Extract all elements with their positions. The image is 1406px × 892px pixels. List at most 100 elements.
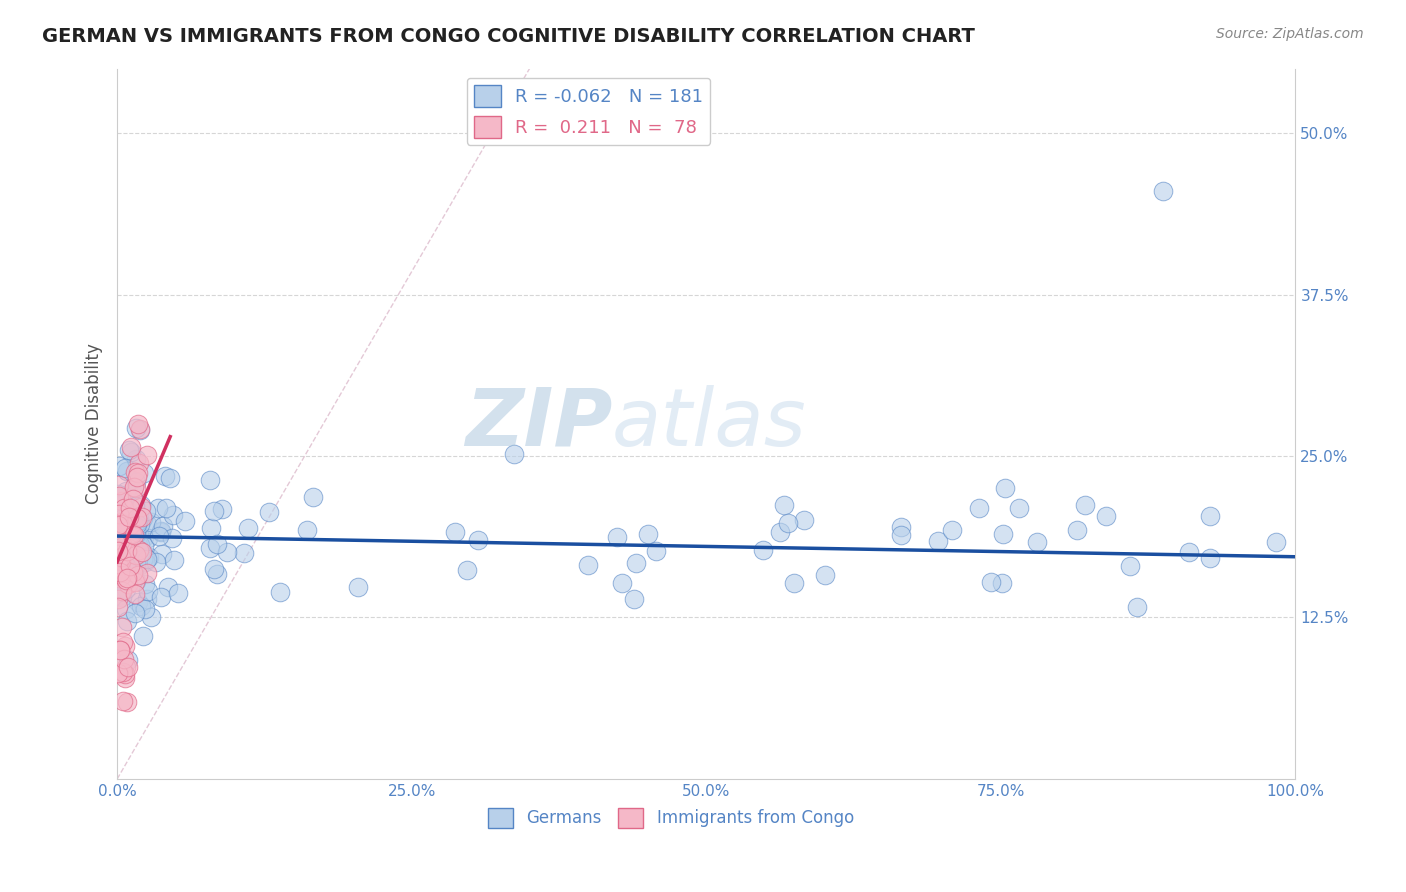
Point bbox=[111, 535, 134, 549]
Point bbox=[202, 562, 225, 576]
Point bbox=[118, 549, 141, 564]
Point bbox=[127, 539, 149, 553]
Point bbox=[120, 556, 142, 570]
Point bbox=[115, 614, 138, 628]
Point bbox=[148, 500, 170, 515]
Point bbox=[110, 515, 132, 529]
Point bbox=[112, 505, 135, 519]
Point bbox=[107, 517, 129, 532]
Point bbox=[110, 550, 132, 565]
Point bbox=[112, 541, 135, 555]
Text: Source: ZipAtlas.com: Source: ZipAtlas.com bbox=[1216, 27, 1364, 41]
Point bbox=[120, 502, 142, 516]
Point bbox=[772, 499, 794, 513]
Text: atlas: atlas bbox=[612, 384, 807, 463]
Point bbox=[200, 474, 222, 488]
Point bbox=[967, 501, 990, 516]
Point bbox=[117, 502, 139, 516]
Point bbox=[115, 695, 138, 709]
Point bbox=[174, 514, 197, 528]
Point bbox=[129, 599, 152, 613]
Point bbox=[117, 660, 139, 674]
Point bbox=[645, 544, 668, 558]
Point bbox=[135, 566, 157, 580]
Point bbox=[111, 493, 134, 508]
Point bbox=[1095, 508, 1118, 523]
Point bbox=[124, 606, 146, 620]
Point bbox=[115, 500, 138, 515]
Point bbox=[890, 528, 912, 542]
Point bbox=[121, 491, 143, 506]
Point bbox=[107, 490, 129, 504]
Point bbox=[122, 542, 145, 557]
Point bbox=[117, 545, 139, 559]
Point bbox=[117, 576, 139, 591]
Point bbox=[128, 542, 150, 557]
Point bbox=[134, 550, 156, 565]
Point bbox=[107, 571, 129, 585]
Text: GERMAN VS IMMIGRANTS FROM CONGO COGNITIVE DISABILITY CORRELATION CHART: GERMAN VS IMMIGRANTS FROM CONGO COGNITIV… bbox=[42, 27, 974, 45]
Point bbox=[110, 533, 132, 548]
Point bbox=[610, 576, 633, 591]
Point bbox=[125, 557, 148, 571]
Point bbox=[576, 558, 599, 573]
Point bbox=[110, 534, 132, 549]
Point bbox=[124, 499, 146, 513]
Point bbox=[127, 542, 149, 557]
Point bbox=[1152, 184, 1174, 198]
Point bbox=[134, 539, 156, 553]
Point bbox=[135, 448, 157, 462]
Point bbox=[1119, 558, 1142, 573]
Point bbox=[980, 575, 1002, 590]
Point bbox=[1026, 535, 1049, 549]
Point bbox=[111, 567, 134, 582]
Point bbox=[1199, 551, 1222, 566]
Point bbox=[112, 694, 135, 708]
Point bbox=[155, 500, 177, 515]
Point bbox=[107, 487, 129, 501]
Point bbox=[776, 516, 799, 531]
Point bbox=[114, 671, 136, 685]
Point bbox=[117, 571, 139, 585]
Point bbox=[125, 510, 148, 524]
Point bbox=[153, 468, 176, 483]
Point bbox=[232, 546, 254, 560]
Point bbox=[111, 516, 134, 531]
Y-axis label: Cognitive Disability: Cognitive Disability bbox=[86, 343, 103, 504]
Point bbox=[257, 505, 280, 519]
Point bbox=[115, 551, 138, 566]
Point bbox=[624, 556, 647, 570]
Point bbox=[994, 481, 1017, 495]
Point bbox=[129, 516, 152, 531]
Point bbox=[114, 484, 136, 499]
Point bbox=[118, 510, 141, 524]
Point bbox=[132, 629, 155, 643]
Point bbox=[110, 588, 132, 602]
Point bbox=[152, 519, 174, 533]
Point bbox=[112, 557, 135, 571]
Point bbox=[124, 528, 146, 542]
Point bbox=[118, 541, 141, 555]
Point bbox=[107, 508, 129, 522]
Point bbox=[108, 514, 131, 528]
Point bbox=[456, 563, 478, 577]
Point bbox=[148, 529, 170, 543]
Point bbox=[112, 514, 135, 528]
Point bbox=[108, 643, 131, 657]
Point bbox=[107, 665, 129, 680]
Point bbox=[1199, 508, 1222, 523]
Point bbox=[114, 531, 136, 545]
Point bbox=[1008, 500, 1031, 515]
Point bbox=[118, 443, 141, 458]
Point bbox=[112, 665, 135, 680]
Point bbox=[136, 552, 159, 566]
Point bbox=[122, 537, 145, 551]
Point bbox=[122, 518, 145, 533]
Point bbox=[110, 499, 132, 513]
Point bbox=[150, 590, 173, 604]
Point bbox=[136, 516, 159, 531]
Point bbox=[503, 447, 526, 461]
Point bbox=[107, 544, 129, 558]
Point bbox=[117, 536, 139, 550]
Point bbox=[1178, 545, 1201, 559]
